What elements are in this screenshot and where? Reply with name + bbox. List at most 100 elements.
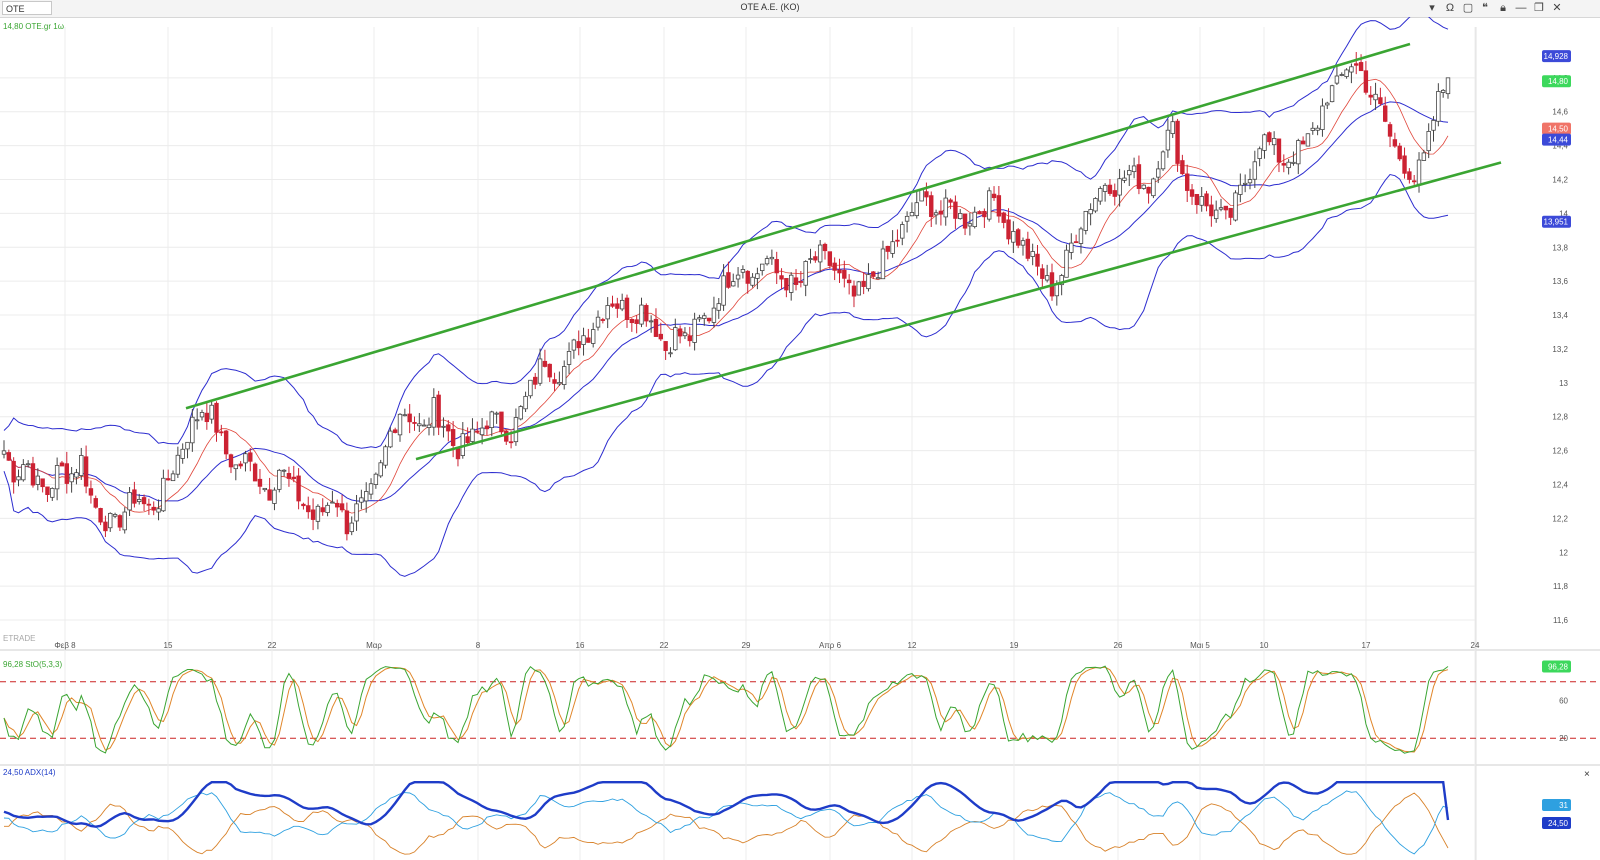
window-icon[interactable]: ▢ — [1462, 2, 1474, 14]
candle-body — [1257, 148, 1262, 159]
candle-body — [185, 441, 190, 450]
candle-body — [523, 395, 528, 410]
trend-channel — [185, 42, 1502, 461]
candle-body — [499, 411, 504, 433]
candle-body — [972, 211, 977, 228]
candle-body — [991, 193, 997, 199]
candle-body — [1223, 205, 1229, 211]
candlestick-series — [1, 51, 1451, 541]
candle-body — [1426, 131, 1431, 152]
candle-body — [1373, 93, 1378, 101]
price-tick-label: 13,6 — [1552, 277, 1568, 286]
candle-body — [151, 506, 156, 511]
candle-body — [45, 486, 50, 496]
candle-body — [286, 473, 292, 479]
candle-body — [1011, 231, 1016, 243]
candle-body — [648, 320, 654, 323]
candle-body — [1131, 165, 1137, 173]
candle-body — [1320, 105, 1325, 130]
dropdown-icon[interactable]: ▾ — [1429, 2, 1435, 14]
candle-body — [1300, 140, 1306, 145]
x-tick-label: 22 — [660, 641, 669, 650]
candle-body — [132, 489, 137, 504]
price-tick-label: 14 — [1559, 209, 1568, 218]
last-price-badge: 14,80 — [1548, 77, 1569, 86]
candle-body — [711, 307, 717, 323]
candle-body — [1407, 171, 1412, 180]
candle-body — [219, 431, 224, 434]
candle-body — [924, 191, 929, 198]
candle-body — [64, 463, 69, 484]
candle-body — [354, 503, 359, 522]
price-tick-label: 14,4 — [1552, 142, 1568, 151]
lock-icon[interactable]: 🔒︎ — [1500, 2, 1506, 14]
candle-body — [450, 429, 456, 446]
candle-body — [537, 358, 543, 384]
candle-body — [1044, 275, 1050, 281]
di-badge-bg — [1542, 799, 1571, 812]
trend-channel-upper — [185, 42, 1411, 410]
candle-body — [117, 515, 123, 528]
omega-icon[interactable]: Ω — [1445, 2, 1455, 14]
close-icon[interactable]: ✕ — [1552, 2, 1562, 14]
candle-body — [658, 333, 664, 340]
candle-body — [112, 514, 118, 517]
candle-body — [528, 379, 533, 397]
candle-body — [146, 503, 152, 506]
candle-body — [441, 425, 446, 428]
candle-body — [605, 305, 610, 320]
candle-body — [1078, 228, 1084, 244]
candle-body — [1112, 190, 1117, 197]
candle-body — [938, 210, 944, 215]
oscillator-lines — [0, 665, 1600, 855]
candle-body — [929, 195, 934, 217]
candle-body — [1107, 184, 1113, 194]
price-tick-label: 13,8 — [1552, 243, 1568, 252]
candle-body — [755, 273, 760, 279]
candle-body — [1136, 164, 1142, 189]
x-tick-label: 19 — [1010, 641, 1019, 650]
minimize-icon[interactable]: — — [1515, 2, 1527, 14]
candle-body — [581, 335, 586, 345]
candle-body — [885, 245, 890, 252]
price-tick-label: 12,4 — [1552, 481, 1568, 490]
symbol-input[interactable]: OTE — [2, 1, 52, 15]
candle-body — [745, 270, 750, 284]
candle-body — [846, 279, 852, 284]
candle-body — [1098, 188, 1103, 202]
candle-body — [407, 413, 412, 423]
candle-body — [306, 505, 311, 513]
candle-body — [788, 274, 794, 293]
candle-body — [808, 258, 813, 260]
candle-body — [325, 504, 330, 513]
candle-body — [697, 317, 702, 320]
candle-body — [141, 497, 147, 505]
candle-body — [320, 507, 325, 513]
x-tick-label: 24 — [1471, 641, 1480, 650]
candle-body — [639, 304, 644, 325]
restore-icon[interactable]: ❐ — [1534, 2, 1544, 14]
chart-grid — [0, 27, 1600, 860]
close-icon[interactable]: × — [1584, 769, 1590, 780]
quote-icon[interactable]: ❝ — [1482, 2, 1488, 14]
candle-body — [813, 256, 818, 261]
candle-body — [11, 460, 16, 483]
candle-body — [1025, 238, 1031, 259]
candle-body — [397, 413, 403, 436]
candle-body — [1402, 155, 1407, 174]
candle-body — [281, 469, 287, 472]
candle-body — [504, 430, 509, 442]
candle-body — [383, 446, 388, 466]
x-tick-label: Φεβ 8 — [54, 641, 76, 650]
stoch-tick-label: 20 — [1559, 734, 1568, 743]
candle-body — [962, 213, 968, 229]
chart-area[interactable]: 14,814,614,414,21413,813,613,413,21312,8… — [0, 17, 1600, 860]
candle-body — [871, 271, 876, 277]
candle-body — [1291, 161, 1296, 164]
candle-body — [470, 428, 475, 442]
candle-body — [267, 489, 272, 501]
candle-body — [900, 224, 905, 239]
candle-body — [933, 212, 939, 216]
candle-body — [446, 424, 451, 432]
candle-body — [373, 473, 379, 485]
